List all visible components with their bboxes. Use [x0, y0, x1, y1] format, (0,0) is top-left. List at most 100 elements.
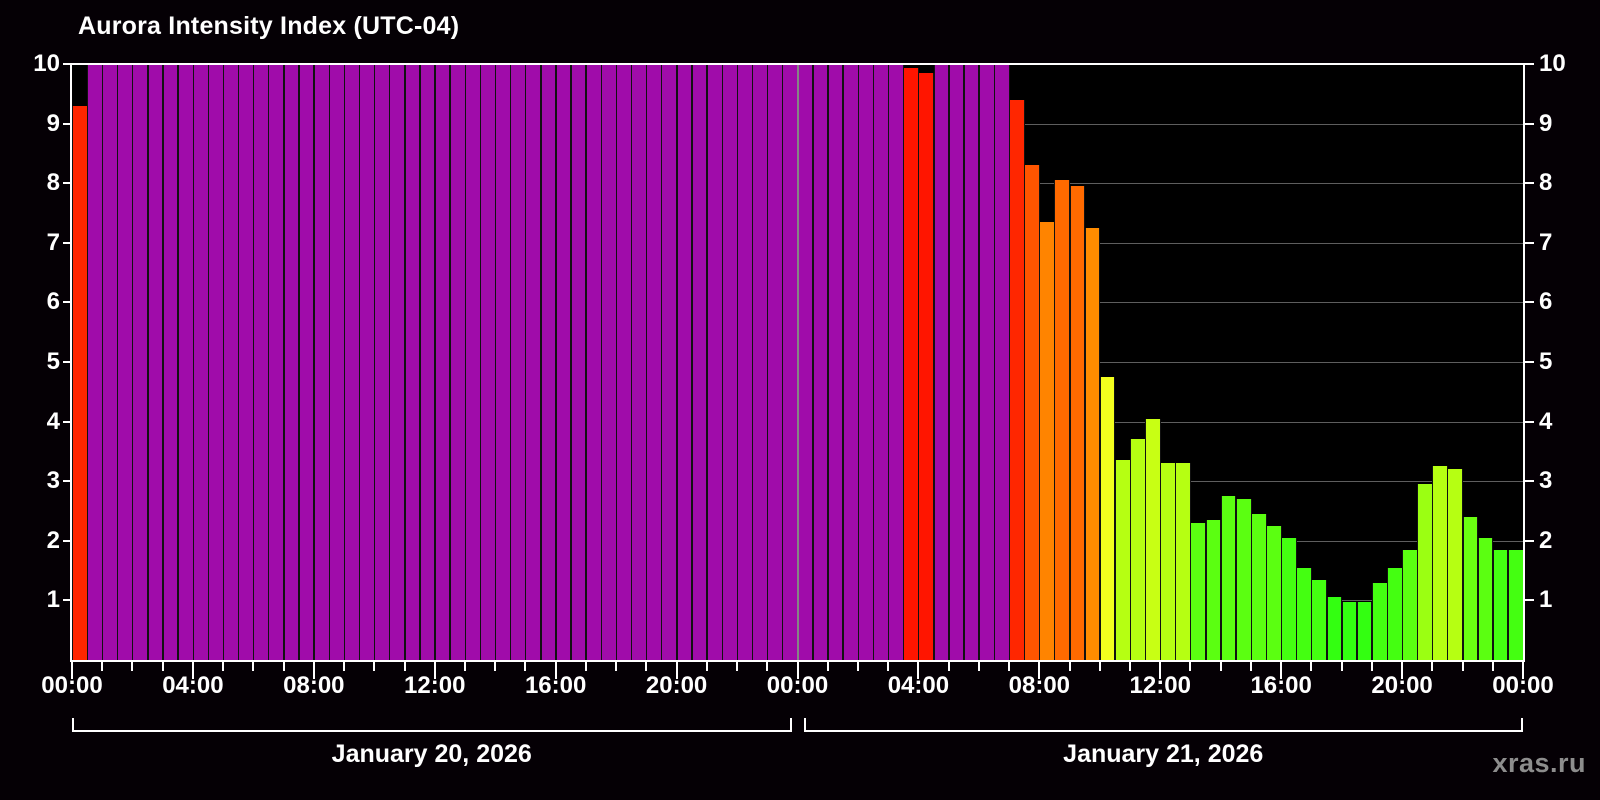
bar[interactable] [540, 64, 557, 660]
bar[interactable] [328, 64, 345, 660]
bar[interactable] [359, 64, 375, 660]
bar[interactable] [102, 64, 118, 660]
bar[interactable] [464, 64, 481, 660]
bar[interactable] [888, 64, 904, 660]
bar[interactable] [918, 72, 935, 660]
bar[interactable] [389, 64, 406, 660]
x-tick-major [917, 662, 920, 679]
bar[interactable] [1069, 186, 1086, 660]
bar[interactable] [570, 64, 587, 660]
bar[interactable] [978, 64, 995, 660]
bar[interactable] [676, 64, 693, 660]
bar[interactable] [842, 64, 859, 660]
bar[interactable] [1175, 463, 1192, 660]
bar[interactable] [374, 64, 390, 660]
bar[interactable] [449, 64, 466, 660]
bar[interactable] [737, 64, 753, 660]
bar[interactable] [691, 64, 708, 660]
bar[interactable] [873, 64, 889, 660]
bar[interactable] [1024, 165, 1040, 660]
bar[interactable] [1311, 579, 1328, 660]
bar[interactable] [1099, 376, 1116, 660]
bar[interactable] [1507, 549, 1523, 660]
bar[interactable] [268, 64, 285, 660]
bar[interactable] [555, 64, 572, 660]
bar[interactable] [827, 64, 844, 660]
bar[interactable] [1296, 567, 1312, 660]
bar[interactable] [1386, 567, 1403, 660]
bar[interactable] [313, 64, 330, 660]
bar[interactable] [283, 64, 300, 660]
bar[interactable] [192, 64, 209, 660]
bar[interactable] [495, 64, 511, 660]
bar[interactable] [646, 64, 663, 660]
bar[interactable] [510, 64, 527, 660]
bar[interactable] [1054, 180, 1071, 660]
bar[interactable] [1009, 99, 1025, 660]
bar[interactable] [963, 64, 980, 660]
bar[interactable] [404, 64, 421, 660]
bar[interactable] [616, 64, 632, 660]
y-tick-mark-left [63, 241, 72, 244]
bar[interactable] [117, 64, 134, 660]
bar[interactable] [631, 64, 647, 660]
bar[interactable] [948, 64, 965, 660]
x-tick-minor [494, 662, 497, 671]
bar[interactable] [1492, 549, 1509, 660]
bar[interactable] [1341, 601, 1358, 660]
bar[interactable] [238, 64, 254, 660]
bar[interactable] [706, 64, 723, 660]
bar[interactable] [857, 64, 874, 660]
bar[interactable] [993, 64, 1010, 660]
bar[interactable] [480, 64, 496, 660]
bar[interactable] [525, 64, 542, 660]
bar[interactable] [1402, 549, 1418, 660]
bar[interactable] [1281, 537, 1297, 660]
bar[interactable] [812, 64, 829, 660]
bar[interactable] [601, 64, 617, 660]
bar[interactable] [147, 64, 164, 660]
bar[interactable] [1250, 513, 1267, 660]
bar[interactable] [721, 64, 738, 660]
x-tick-minor [1340, 662, 1343, 671]
bar[interactable] [1326, 597, 1343, 660]
x-tick-minor [1491, 662, 1494, 671]
bar[interactable] [208, 64, 224, 660]
bar[interactable] [1084, 227, 1101, 660]
bar[interactable] [1432, 466, 1449, 660]
bar[interactable] [419, 64, 436, 660]
bar[interactable] [1477, 537, 1494, 660]
bar[interactable] [132, 64, 149, 660]
bar[interactable] [253, 64, 270, 660]
bar[interactable] [177, 64, 194, 660]
bar[interactable] [434, 64, 451, 660]
bar[interactable] [162, 64, 179, 660]
bar[interactable] [1039, 221, 1056, 660]
bar[interactable] [87, 64, 103, 660]
bar[interactable] [1266, 525, 1282, 660]
bar[interactable] [1205, 519, 1222, 660]
bar[interactable] [933, 64, 950, 660]
bar[interactable] [1462, 516, 1479, 660]
bar[interactable] [767, 64, 783, 660]
bar[interactable] [1160, 463, 1176, 660]
bar[interactable] [298, 64, 315, 660]
bar[interactable] [661, 64, 678, 660]
bar[interactable] [1417, 484, 1433, 660]
bar[interactable] [1190, 522, 1207, 660]
bar[interactable] [585, 64, 602, 660]
bar[interactable] [903, 68, 919, 660]
bar[interactable] [752, 64, 768, 660]
bar[interactable] [797, 64, 814, 660]
bar[interactable] [1356, 602, 1373, 660]
bar[interactable] [223, 64, 239, 660]
bar[interactable] [1145, 418, 1161, 660]
bar[interactable] [1130, 439, 1146, 660]
bar[interactable] [1371, 582, 1388, 660]
bar[interactable] [1235, 499, 1252, 660]
bar[interactable] [1114, 460, 1131, 660]
bar[interactable] [1220, 496, 1237, 660]
bar[interactable] [1447, 469, 1464, 660]
bar[interactable] [344, 64, 360, 660]
bar[interactable] [72, 105, 88, 660]
